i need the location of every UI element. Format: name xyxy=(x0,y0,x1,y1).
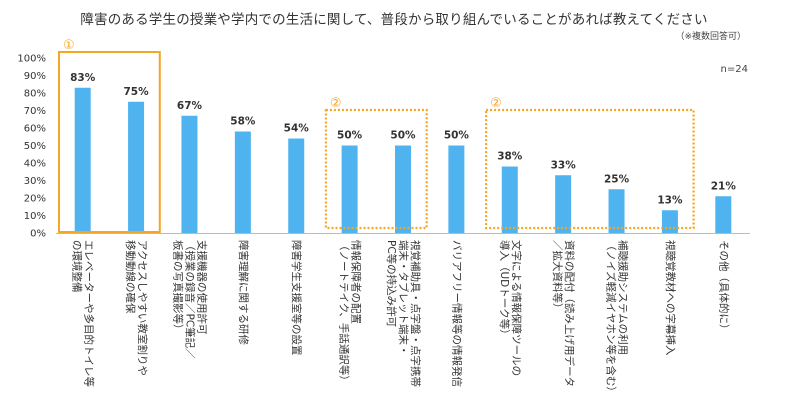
bar-value-label: 33% xyxy=(551,159,577,171)
group-label: ② xyxy=(490,96,502,111)
bar-value-label: 38% xyxy=(497,151,523,163)
category-label: （ノイズ軽減イヤホン等を含む） xyxy=(605,240,618,397)
bar-value-label: 25% xyxy=(604,173,630,185)
category-label: ／拡大資料等） xyxy=(551,240,564,314)
category-label: （ノートテイク、手話通訳等） xyxy=(338,240,351,386)
category-label: 補聴援助システムの利用 xyxy=(617,240,630,355)
y-tick-label: 90% xyxy=(24,71,46,82)
category-label: （授業の録音／PC筆記／ xyxy=(183,240,196,359)
bar xyxy=(74,87,91,233)
bar-value-label: 50% xyxy=(444,130,470,142)
bar-value-label: 21% xyxy=(711,180,737,192)
sample-size-label: n=24 xyxy=(720,64,748,75)
multiple-answer-note: （※複数回答可） xyxy=(675,32,746,42)
y-tick-label: 100% xyxy=(17,54,46,65)
y-tick-label: 20% xyxy=(24,194,46,205)
bar-value-label: 75% xyxy=(124,86,150,98)
category-label: 視覚補助具・点字盤・点字携帯 xyxy=(409,240,422,387)
category-label: 障害理解に関する研修 xyxy=(237,240,250,345)
chart-title: 障害のある学生の授業や学内での生活に関して、普段から取り組んでいることがあれば教… xyxy=(80,12,708,28)
category-label: PC等の持込み許可 xyxy=(385,240,398,327)
bar-value-label: 13% xyxy=(657,194,683,206)
y-tick-label: 30% xyxy=(24,176,46,187)
category-label: 視聴覚教材への字幕挿入 xyxy=(664,240,677,356)
category-label: 導入（UDトーク等） xyxy=(498,240,511,340)
bar xyxy=(608,189,625,233)
bar xyxy=(661,210,678,233)
bar-value-label: 83% xyxy=(70,72,96,84)
bar xyxy=(234,131,251,233)
category-label: 板書の写真撮影等） xyxy=(171,240,184,335)
category-label: 端末・タブレット端末・ xyxy=(397,240,410,356)
highlight-box xyxy=(58,51,161,233)
bar xyxy=(181,115,198,233)
bar-value-label: 54% xyxy=(284,123,310,135)
bar xyxy=(288,138,305,233)
bar xyxy=(501,166,518,233)
category-label: エレベーターや多目的トイレ等 xyxy=(83,240,96,387)
category-label: の環境整備 xyxy=(71,240,84,293)
bar-value-label: 58% xyxy=(230,116,256,128)
y-tick-label: 80% xyxy=(24,89,46,100)
highlight-box xyxy=(484,108,695,230)
y-tick-label: 10% xyxy=(24,211,46,222)
category-label: バリアフリー情報等の情報発信 xyxy=(450,240,463,387)
bar-value-label: 50% xyxy=(337,130,363,142)
category-label: アクセスしやすい教室割りや xyxy=(136,240,149,376)
bar xyxy=(448,145,465,233)
category-label: 情報保障者の配置 xyxy=(350,240,363,324)
category-label: 障害学生支援室等の設置 xyxy=(290,240,303,356)
y-tick-label: 40% xyxy=(24,159,46,170)
category-label: 資料の配付（読み上げ用データ xyxy=(563,240,576,387)
bar-value-label: 50% xyxy=(390,130,416,142)
bar xyxy=(395,145,411,233)
bar xyxy=(715,196,732,233)
category-label: 文字による情報保障ツールの xyxy=(510,240,523,376)
bar-value-label: 67% xyxy=(177,100,203,112)
y-tick-label: 60% xyxy=(24,124,46,135)
bar xyxy=(341,145,358,233)
group-label: ② xyxy=(330,96,342,111)
bar xyxy=(555,175,572,233)
group-label: ① xyxy=(63,38,75,53)
y-tick-label: 70% xyxy=(24,106,46,117)
category-label: 支援機器の使用許可 xyxy=(195,240,208,335)
y-tick-label: 50% xyxy=(24,141,46,152)
category-label: その他（具体的に） xyxy=(717,240,730,335)
bar xyxy=(128,101,145,233)
highlight-box xyxy=(324,108,428,230)
y-tick-label: 0% xyxy=(30,229,46,240)
category-label: 移動動線の確保 xyxy=(124,240,137,314)
